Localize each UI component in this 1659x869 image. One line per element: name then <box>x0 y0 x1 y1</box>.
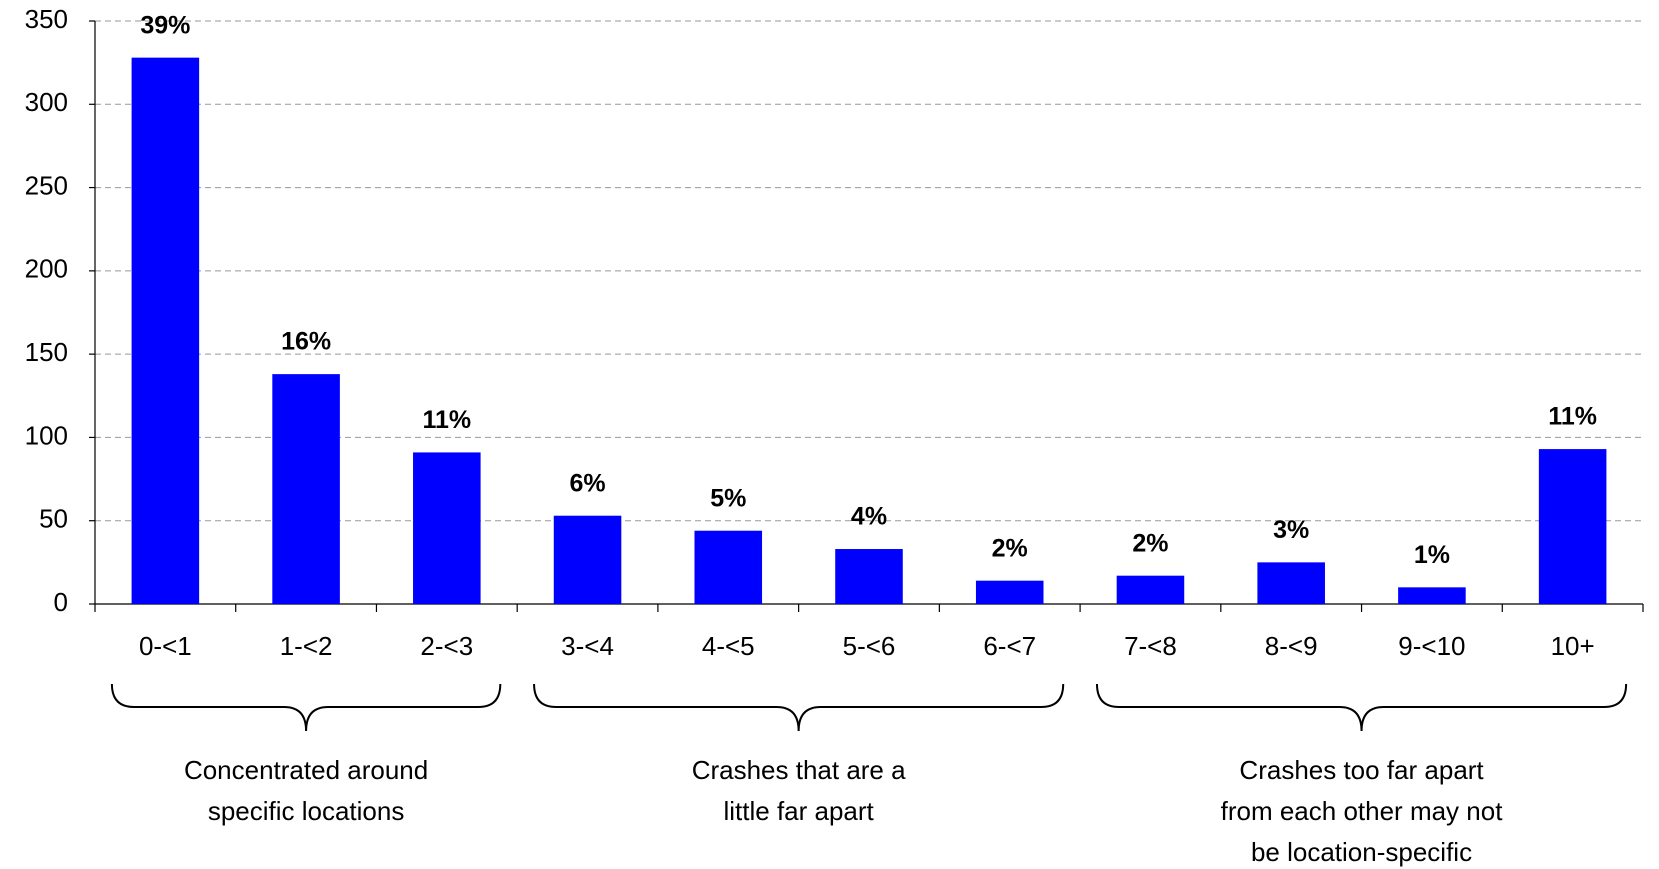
group-label: Concentrated around <box>184 755 428 785</box>
bar <box>1538 449 1607 604</box>
x-tick-label: 1-<2 <box>280 631 333 661</box>
x-tick-label: 4-<5 <box>702 631 755 661</box>
data-label: 2% <box>992 534 1028 562</box>
bar <box>694 530 763 604</box>
data-label: 5% <box>710 484 746 512</box>
data-label: 2% <box>1132 529 1168 557</box>
y-tick-label: 50 <box>39 504 68 534</box>
data-label: 4% <box>851 503 887 531</box>
brace <box>533 683 1065 732</box>
data-label: 11% <box>422 406 471 434</box>
bar <box>131 57 200 605</box>
data-label: 3% <box>1273 516 1309 544</box>
x-tick-label: 7-<8 <box>1124 631 1177 661</box>
group-label: Crashes too far apart <box>1239 755 1484 785</box>
group-label: from each other may not <box>1221 796 1504 826</box>
brace <box>1095 683 1628 732</box>
x-tick-label: 0-<1 <box>139 631 192 661</box>
group-label: be location-specific <box>1251 837 1472 867</box>
x-tick-label: 10+ <box>1551 631 1595 661</box>
data-label: 1% <box>1414 541 1450 569</box>
data-label: 11% <box>1548 403 1597 431</box>
bar <box>975 580 1044 604</box>
group-label: specific locations <box>208 796 405 826</box>
y-tick-label: 150 <box>25 337 68 367</box>
x-tick-label: 9-<10 <box>1398 631 1465 661</box>
x-tick-label: 3-<4 <box>561 631 614 661</box>
x-tick-label: 2-<3 <box>420 631 473 661</box>
x-tick-label: 8-<9 <box>1265 631 1318 661</box>
y-tick-label: 250 <box>25 170 68 200</box>
y-tick-label: 100 <box>25 420 68 450</box>
bar <box>553 515 622 604</box>
bar <box>1257 562 1325 604</box>
bar <box>1398 587 1466 604</box>
y-tick-label: 0 <box>54 587 68 617</box>
bar <box>272 374 340 604</box>
bar <box>1116 575 1185 604</box>
bar <box>413 452 481 604</box>
group-label: Crashes that are a <box>692 755 906 785</box>
group-label: little far apart <box>723 796 874 826</box>
data-label: 6% <box>569 469 605 497</box>
data-label: 39% <box>140 11 190 39</box>
y-tick-label: 350 <box>25 4 68 34</box>
bar <box>835 549 903 604</box>
x-tick-label: 6-<7 <box>983 631 1036 661</box>
y-tick-label: 300 <box>25 87 68 117</box>
x-tick-label: 5-<6 <box>843 631 896 661</box>
y-tick-label: 200 <box>25 254 68 284</box>
brace <box>110 683 502 732</box>
data-label: 16% <box>281 328 331 356</box>
